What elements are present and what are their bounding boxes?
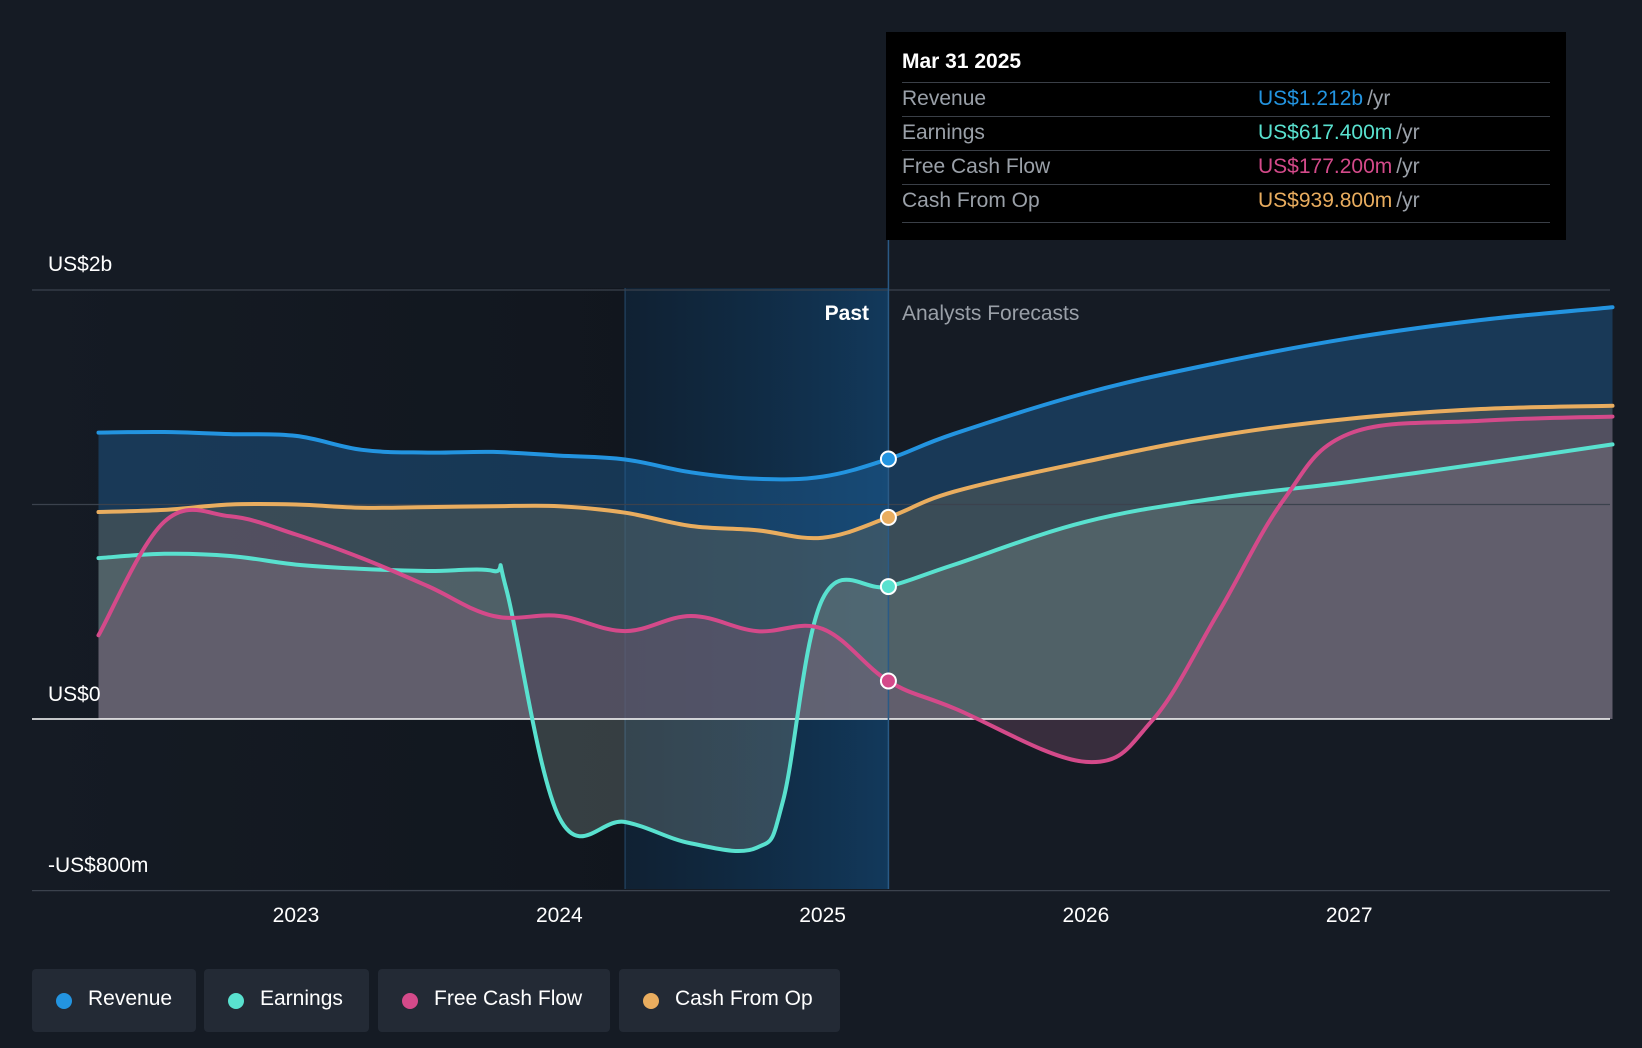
- marker-free-cash-flow: [879, 672, 897, 690]
- tooltip-unit: /yr: [1396, 121, 1420, 144]
- y-label-bottom: -US$800m: [48, 854, 148, 877]
- y-label-zero: US$0: [48, 683, 101, 706]
- legend-label: Revenue: [88, 987, 173, 1010]
- tooltip-row-free-cash-flow: Free Cash Flow US$177.200m/yr: [902, 150, 1550, 185]
- free-cash-flow-dot-icon: [402, 993, 418, 1009]
- tooltip-value: US$1.212b/yr: [1258, 87, 1390, 111]
- tooltip-value: US$617.400m/yr: [1258, 121, 1420, 145]
- line-free-cash-flow: [96, 414, 1615, 765]
- legend-item-revenue[interactable]: Revenue: [32, 969, 196, 1032]
- tooltip-value-text: US$177.200m: [1258, 155, 1393, 178]
- highlight-region: [625, 288, 889, 889]
- area-earnings: [98, 444, 1613, 852]
- tooltip-unit: /yr: [1396, 155, 1420, 178]
- area-free-cash-flow: [98, 416, 1613, 763]
- forecast-label: Analysts Forecasts: [902, 302, 1079, 325]
- x-tick-label: 2026: [1063, 904, 1110, 927]
- line-revenue: [96, 305, 1615, 482]
- series-lines: [96, 305, 1615, 854]
- area-fills: [98, 307, 1613, 852]
- x-tick-label: 2024: [536, 904, 583, 927]
- grid-lines: [32, 240, 1610, 892]
- legend-item-earnings[interactable]: Earnings: [204, 969, 369, 1032]
- tooltip-label: Revenue: [902, 87, 987, 110]
- tooltip-label: Cash From Op: [902, 189, 1040, 212]
- tooltip-row-cash-from-op: Cash From Op US$939.800m/yr: [902, 184, 1550, 219]
- area-cash-from-op: [98, 405, 1613, 719]
- x-tick-label: 2023: [273, 904, 320, 927]
- x-tick-label: 2025: [799, 904, 846, 927]
- tooltip-value-text: US$617.400m: [1258, 121, 1393, 144]
- legend-item-free-cash-flow[interactable]: Free Cash Flow: [378, 969, 610, 1032]
- tooltip-value: US$177.200m/yr: [1258, 155, 1420, 179]
- line-cash-from-op: [96, 403, 1615, 541]
- legend-label: Cash From Op: [675, 987, 813, 1010]
- tooltip-divider: [902, 222, 1550, 223]
- tooltip-label: Earnings: [902, 121, 985, 144]
- tooltip-row-earnings: Earnings US$617.400m/yr: [902, 116, 1550, 151]
- earnings-dot-icon: [228, 993, 244, 1009]
- tooltip-date: Mar 31 2025: [902, 50, 1022, 73]
- marker-revenue: [879, 450, 897, 468]
- tooltip-label: Free Cash Flow: [902, 155, 1051, 178]
- axis-labels: US$2b US$0 -US$800m Past Analysts Foreca…: [48, 253, 1373, 927]
- cash-from-op-dot-icon: [643, 993, 659, 1009]
- tooltip-unit: /yr: [1396, 189, 1420, 212]
- tooltip-unit: /yr: [1367, 87, 1391, 110]
- marker-cash-from-op: [879, 508, 897, 526]
- legend-item-cash-from-op[interactable]: Cash From Op: [619, 969, 840, 1032]
- tooltip-row-revenue: Revenue US$1.212b/yr: [902, 82, 1550, 117]
- tooltip-value-text: US$939.800m: [1258, 189, 1393, 212]
- tooltip: Mar 31 2025 Revenue US$1.212b/yr Earning…: [886, 32, 1566, 240]
- revenue-dot-icon: [56, 993, 72, 1009]
- past-label: Past: [825, 302, 869, 325]
- x-tick-label: 2027: [1326, 904, 1373, 927]
- marker-earnings: [879, 578, 897, 596]
- legend-label: Free Cash Flow: [434, 987, 583, 1010]
- tooltip-value-text: US$1.212b: [1258, 87, 1364, 110]
- tooltip-markers: [879, 450, 897, 690]
- legend-label: Earnings: [260, 987, 343, 1010]
- tooltip-value: US$939.800m/yr: [1258, 189, 1420, 213]
- background-layer: [32, 288, 889, 889]
- area-revenue: [98, 307, 1613, 719]
- line-earnings: [96, 442, 1615, 854]
- y-label-top: US$2b: [48, 253, 112, 276]
